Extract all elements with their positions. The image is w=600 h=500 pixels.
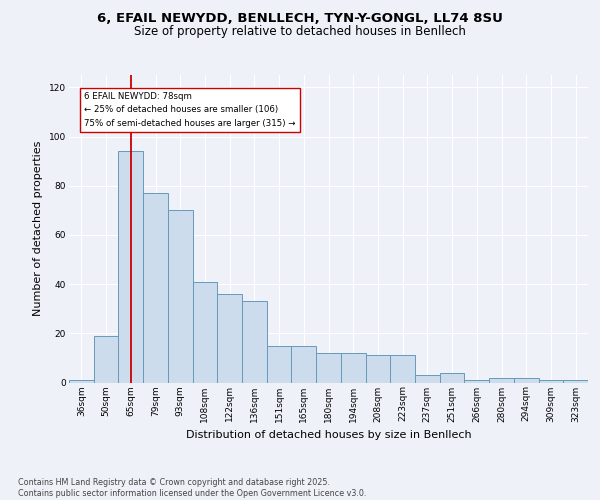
- Bar: [341, 353, 365, 382]
- Y-axis label: Number of detached properties: Number of detached properties: [34, 141, 43, 316]
- Bar: [168, 210, 193, 382]
- Bar: [539, 380, 563, 382]
- Bar: [242, 302, 267, 382]
- Bar: [316, 353, 341, 382]
- Bar: [217, 294, 242, 382]
- Bar: [390, 356, 415, 382]
- Bar: [365, 356, 390, 382]
- Bar: [267, 346, 292, 383]
- Bar: [94, 336, 118, 382]
- Bar: [193, 282, 217, 382]
- Bar: [415, 375, 440, 382]
- Bar: [464, 380, 489, 382]
- Bar: [563, 380, 588, 382]
- Bar: [143, 193, 168, 382]
- Text: Size of property relative to detached houses in Benllech: Size of property relative to detached ho…: [134, 25, 466, 38]
- Bar: [440, 372, 464, 382]
- Bar: [69, 380, 94, 382]
- Bar: [514, 378, 539, 382]
- Bar: [489, 378, 514, 382]
- Bar: [118, 152, 143, 382]
- Text: 6 EFAIL NEWYDD: 78sqm
← 25% of detached houses are smaller (106)
75% of semi-det: 6 EFAIL NEWYDD: 78sqm ← 25% of detached …: [84, 92, 295, 128]
- Text: Contains HM Land Registry data © Crown copyright and database right 2025.
Contai: Contains HM Land Registry data © Crown c…: [18, 478, 367, 498]
- Bar: [292, 346, 316, 383]
- X-axis label: Distribution of detached houses by size in Benllech: Distribution of detached houses by size …: [185, 430, 472, 440]
- Text: 6, EFAIL NEWYDD, BENLLECH, TYN-Y-GONGL, LL74 8SU: 6, EFAIL NEWYDD, BENLLECH, TYN-Y-GONGL, …: [97, 12, 503, 26]
